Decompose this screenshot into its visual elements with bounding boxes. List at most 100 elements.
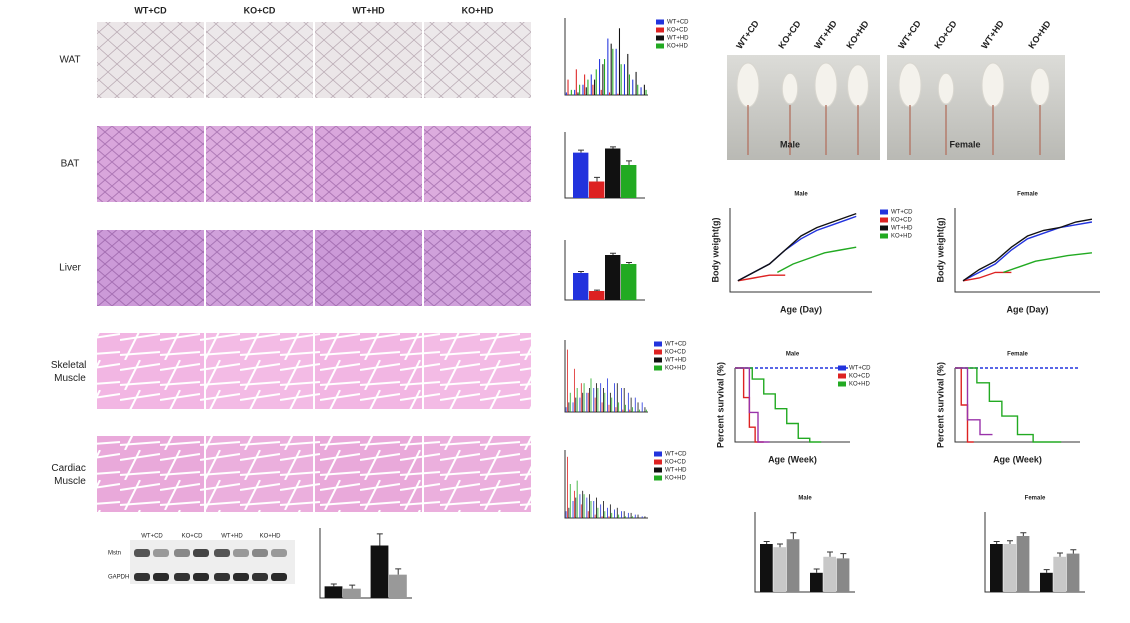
blot-band bbox=[252, 573, 268, 581]
bar bbox=[640, 87, 642, 95]
axis bbox=[729, 208, 872, 293]
bar bbox=[605, 255, 621, 300]
bar bbox=[604, 392, 606, 412]
bar bbox=[587, 79, 589, 95]
tissue-texture bbox=[315, 126, 422, 202]
bar bbox=[618, 402, 620, 412]
photo-column-label: WT+CD bbox=[734, 18, 761, 51]
error-bar bbox=[395, 568, 402, 575]
legend-label: WT+HD bbox=[665, 468, 687, 474]
error-bar bbox=[1007, 540, 1013, 544]
bar bbox=[577, 92, 579, 95]
tissue-texture bbox=[424, 126, 531, 202]
band-label: GAPDH bbox=[108, 575, 129, 581]
bar bbox=[589, 494, 591, 518]
blot-band bbox=[193, 549, 209, 557]
y-axis-label: Percent survival (%) bbox=[715, 362, 725, 448]
x-axis-label: Age (Week) bbox=[993, 454, 1042, 464]
bar bbox=[628, 74, 630, 95]
bar bbox=[575, 397, 577, 412]
lane-label: KO+CD bbox=[182, 534, 204, 540]
column-header: KO+CD bbox=[244, 5, 276, 15]
axis bbox=[564, 450, 648, 519]
bar bbox=[823, 556, 837, 592]
bar bbox=[596, 497, 597, 518]
bar bbox=[579, 397, 581, 412]
error-bar bbox=[763, 540, 770, 544]
blot-band bbox=[174, 549, 190, 557]
bar bbox=[570, 89, 572, 95]
bar bbox=[617, 93, 619, 95]
lane-label: WT+HD bbox=[221, 534, 243, 540]
bar bbox=[990, 544, 1003, 592]
bar bbox=[589, 388, 591, 412]
line bbox=[735, 367, 822, 443]
blot-band bbox=[271, 549, 287, 557]
tissue-texture bbox=[97, 333, 204, 409]
mouse-body bbox=[1030, 67, 1050, 107]
bar bbox=[616, 507, 618, 518]
legend-label: WT+HD bbox=[665, 358, 687, 364]
bar bbox=[604, 511, 606, 518]
bar bbox=[621, 511, 622, 518]
line bbox=[962, 218, 1093, 282]
blot-band bbox=[174, 573, 190, 581]
x-axis-label: Age (Day) bbox=[1006, 304, 1048, 314]
photo-column-label: WT+HD bbox=[812, 18, 839, 51]
bar bbox=[583, 494, 585, 518]
bar bbox=[597, 507, 599, 518]
y-axis-label: Body weight(g) bbox=[935, 218, 945, 283]
error-bar bbox=[626, 262, 632, 264]
axis bbox=[954, 208, 1100, 293]
bar bbox=[645, 409, 647, 412]
photo-sex-label: Male bbox=[780, 139, 800, 149]
mouse-body bbox=[898, 62, 922, 108]
bar bbox=[1003, 544, 1017, 592]
bar bbox=[568, 402, 570, 412]
bar bbox=[786, 539, 800, 592]
bar bbox=[572, 402, 574, 412]
photo-column-label: KO+CD bbox=[776, 18, 803, 50]
line bbox=[737, 274, 786, 282]
bar bbox=[568, 507, 570, 518]
bar bbox=[573, 490, 575, 518]
bar bbox=[565, 92, 567, 95]
column-header: KO+HD bbox=[462, 5, 494, 15]
bar bbox=[610, 43, 612, 95]
error-bar bbox=[578, 271, 584, 273]
bar bbox=[760, 544, 773, 592]
photo-sex-label: Female bbox=[949, 139, 980, 149]
bar bbox=[625, 404, 626, 412]
tissue-texture bbox=[424, 436, 531, 512]
bar bbox=[589, 291, 605, 300]
bar bbox=[576, 388, 578, 412]
legend-swatch bbox=[656, 27, 664, 33]
column-header: WT+CD bbox=[134, 5, 167, 15]
error-bar bbox=[594, 289, 600, 291]
bar bbox=[623, 64, 625, 95]
bar bbox=[632, 516, 633, 518]
legend-swatch bbox=[654, 357, 662, 363]
error-bar bbox=[330, 583, 337, 587]
bar bbox=[608, 92, 611, 95]
legend-label: KO+CD bbox=[665, 460, 687, 466]
blot-band bbox=[214, 549, 230, 557]
error-bar bbox=[376, 533, 383, 546]
legend-swatch bbox=[838, 365, 846, 371]
legend-label: WT+CD bbox=[891, 210, 913, 216]
bar bbox=[614, 383, 615, 412]
error-bar bbox=[610, 252, 616, 255]
bar bbox=[582, 490, 584, 518]
legend-swatch bbox=[880, 233, 888, 239]
mouse-body bbox=[814, 62, 838, 108]
column-header: WT+HD bbox=[352, 5, 385, 15]
bar bbox=[579, 494, 581, 518]
bar bbox=[630, 512, 632, 518]
tissue-texture bbox=[315, 333, 422, 409]
bar bbox=[623, 388, 625, 412]
bar bbox=[1053, 556, 1067, 592]
bar bbox=[593, 388, 595, 412]
bar bbox=[584, 74, 586, 95]
bar bbox=[586, 392, 588, 412]
photo-column-label: KO+HD bbox=[1026, 18, 1053, 50]
